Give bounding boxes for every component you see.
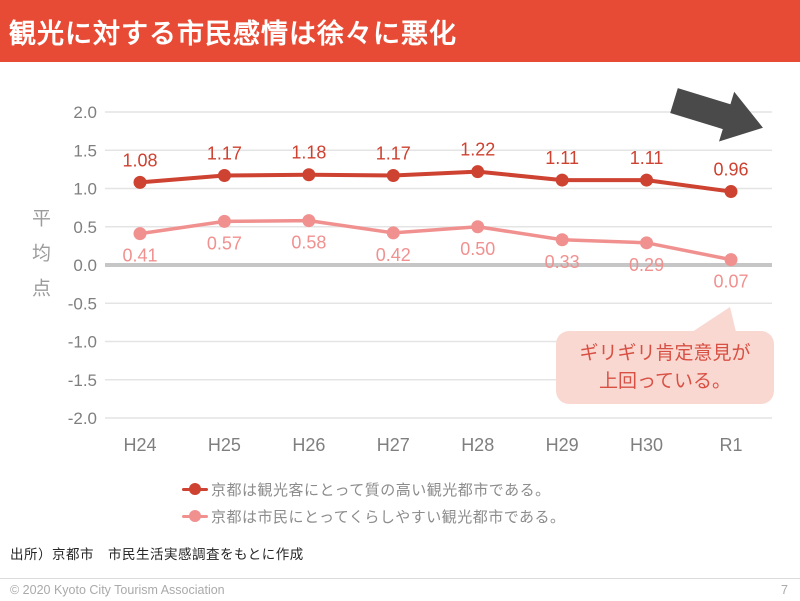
value-label: 1.08 — [122, 150, 157, 170]
data-point — [471, 165, 485, 179]
data-point — [471, 220, 485, 234]
y-axis-label: 平均点 — [29, 208, 50, 313]
callout-text-line1: ギリギリ肯定意見が — [579, 342, 751, 364]
callout-tail — [692, 307, 736, 332]
legend-item-tourists: 京都は観光客にとって質の高い観光都市である。 — [182, 479, 566, 499]
data-point — [217, 214, 231, 228]
value-label: 0.57 — [207, 233, 242, 253]
value-label: 0.50 — [460, 239, 495, 259]
y-tick-label: 2.0 — [73, 103, 97, 122]
value-label: 0.58 — [291, 233, 326, 253]
x-tick-label: H30 — [630, 435, 663, 455]
value-label: 0.41 — [122, 246, 157, 266]
value-label: 1.11 — [630, 148, 664, 168]
page-title: 観光に対する市民感情は徐々に悪化 — [9, 18, 457, 49]
y-tick-label: -0.5 — [68, 294, 97, 313]
data-point — [386, 168, 400, 182]
data-point — [302, 168, 316, 182]
data-point — [724, 185, 738, 199]
x-tick-label: H28 — [461, 435, 494, 455]
value-label: 0.42 — [376, 245, 411, 265]
y-tick-label: 1.0 — [73, 180, 97, 199]
page-number: 7 — [781, 583, 788, 597]
data-point — [133, 227, 147, 241]
value-label: 1.17 — [207, 143, 242, 163]
data-point — [302, 214, 316, 228]
value-label: 1.22 — [460, 140, 495, 160]
data-point — [386, 226, 400, 240]
data-point — [133, 175, 147, 189]
x-tick-label: H25 — [208, 435, 241, 455]
data-point — [640, 236, 654, 250]
legend-label-series2: 京都は市民にとってくらしやすい観光都市である。 — [211, 508, 566, 526]
y-tick-label: -2.0 — [68, 409, 97, 428]
x-tick-label: H27 — [377, 435, 410, 455]
x-tick-label: R1 — [719, 435, 742, 455]
data-point — [555, 233, 569, 247]
x-tick-label: H29 — [546, 435, 579, 455]
source-note: 出所）京都市 市民生活実感調査をもとに作成 — [10, 547, 304, 562]
y-tick-label: -1.5 — [68, 371, 97, 390]
slide-header: 観光に対する市民感情は徐々に悪化 — [0, 0, 800, 62]
value-label: 1.11 — [545, 148, 579, 168]
value-label: 1.18 — [291, 143, 326, 163]
data-point — [555, 173, 569, 187]
series-line — [138, 218, 733, 262]
downward-trend-arrow-icon — [670, 88, 763, 142]
value-label: 0.33 — [545, 252, 580, 272]
value-label: 0.07 — [713, 272, 748, 292]
x-tick-label: H26 — [292, 435, 325, 455]
y-tick-label: -1.0 — [68, 333, 97, 352]
copyright-text: © 2020 Kyoto City Tourism Association — [10, 583, 225, 597]
legend-label-series1: 京都は観光客にとって質の高い観光都市である。 — [211, 481, 551, 499]
callout-text-line2: 上回っている。 — [598, 370, 732, 392]
slide-footer: © 2020 Kyoto City Tourism Association 7 — [0, 578, 800, 601]
value-label: 0.29 — [629, 255, 664, 275]
legend-marker-series1 — [182, 483, 208, 495]
value-label: 1.17 — [376, 143, 411, 163]
legend: 京都は観光客にとって質の高い観光都市である。 京都は市民にとってくらしやすい観光… — [182, 479, 566, 526]
y-tick-label: 0.5 — [73, 218, 97, 237]
data-point — [640, 173, 654, 187]
legend-marker-series2 — [182, 510, 208, 522]
legend-item-citizens: 京都は市民にとってくらしやすい観光都市である。 — [182, 506, 566, 526]
value-label: 0.96 — [713, 160, 748, 180]
x-tick-label: H24 — [123, 435, 156, 455]
callout-bubble: ギリギリ肯定意見が 上回っている。 — [556, 307, 774, 404]
data-point — [724, 253, 738, 267]
y-tick-label: 1.5 — [73, 141, 97, 160]
series-line — [138, 169, 733, 194]
data-point — [217, 168, 231, 182]
y-tick-label: 0.0 — [73, 256, 97, 275]
